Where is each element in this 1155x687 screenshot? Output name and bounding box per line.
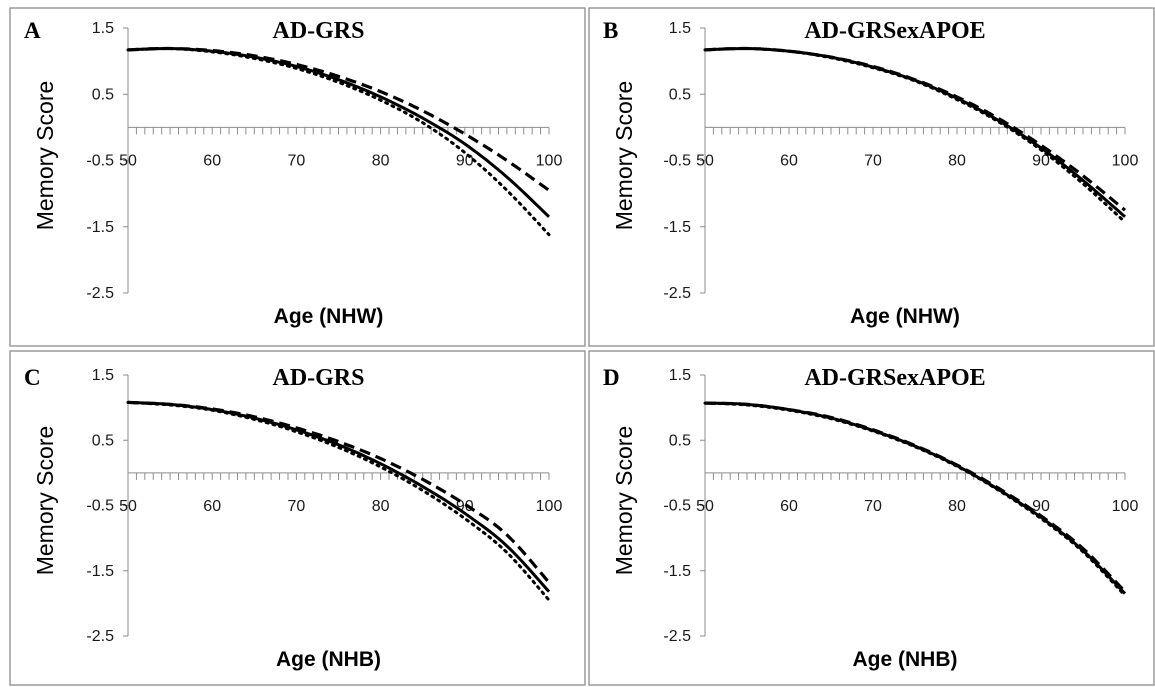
series-line-dotted <box>126 400 551 602</box>
x-tick-label: 80 <box>948 498 966 515</box>
series-line-dotted <box>126 47 551 237</box>
x-tick-label: 80 <box>372 152 390 169</box>
panel-border <box>9 350 586 686</box>
x-tick-label: 50 <box>696 152 714 169</box>
panel-letter: C <box>24 365 41 390</box>
x-tick-label: 80 <box>948 152 966 169</box>
x-tick-label: 90 <box>1032 152 1050 169</box>
x-tick-label: 100 <box>1112 152 1139 169</box>
panel-title: AD-GRS <box>272 365 364 391</box>
panel-letter: D <box>603 365 620 390</box>
y-tick-label: -1.5 <box>86 563 114 580</box>
chart-panel-d: 1.5 0.5 -0.5 -1.5 -2.5 50 60 70 80 90 100 D AD-GRSex… <box>588 350 1155 686</box>
x-tick-label: 70 <box>288 498 306 515</box>
x-tick-label: 80 <box>372 498 390 515</box>
y-tick-label: -2.5 <box>663 285 691 302</box>
y-axis-label: Memory Score <box>611 81 637 231</box>
chart-panel-a: 1.5 0.5 -0.5 -1.5 -2.5 50 60 70 80 90 100 A AD-GRS Me… <box>9 7 586 347</box>
panel-letter: A <box>24 18 41 43</box>
y-tick-label: 0.5 <box>669 86 691 103</box>
y-tick-label: -0.5 <box>86 153 114 170</box>
x-tick-label: 60 <box>203 498 221 515</box>
x-tick-label: 70 <box>864 152 882 169</box>
x-axis-label: Age (NHW) <box>850 305 960 328</box>
y-tick-label: -0.5 <box>663 498 691 515</box>
x-tick-label: 90 <box>1032 498 1050 515</box>
y-tick-label: -1.5 <box>86 219 114 236</box>
y-axis-label: Memory Score <box>32 81 58 231</box>
y-tick-label: 0.5 <box>669 432 691 449</box>
y-axis-label: Memory Score <box>611 426 637 576</box>
panel-border <box>588 350 1155 686</box>
series-line-dotted <box>703 47 1127 224</box>
y-tick-label: 1.5 <box>669 367 691 384</box>
panel-border <box>588 7 1155 347</box>
y-tick-label: 0.5 <box>92 432 114 449</box>
x-tick-label: 90 <box>456 152 474 169</box>
y-tick-label: -2.5 <box>663 628 691 645</box>
x-tick-label: 60 <box>780 498 798 515</box>
y-tick-label: 1.5 <box>92 20 114 37</box>
x-tick-label: 70 <box>864 498 882 515</box>
x-tick-label: 70 <box>288 152 306 169</box>
x-tick-label: 50 <box>119 152 137 169</box>
y-axis-label: Memory Score <box>32 426 58 576</box>
y-tick-label: -2.5 <box>86 628 114 645</box>
x-axis-label: Age (NHB) <box>853 648 958 671</box>
x-tick-label: 60 <box>203 152 221 169</box>
y-tick-label: 1.5 <box>92 367 114 384</box>
x-axis-label: Age (NHW) <box>274 305 384 328</box>
panel-letter: B <box>603 18 618 43</box>
x-axis-label: Age (NHB) <box>276 648 381 671</box>
panel-title: AD-GRSexAPOE <box>804 18 985 44</box>
y-tick-label: -0.5 <box>86 498 114 515</box>
y-tick-label: 0.5 <box>92 86 114 103</box>
x-tick-label: 100 <box>536 152 563 169</box>
y-tick-label: -1.5 <box>663 563 691 580</box>
chart-panel-b: 1.5 0.5 -0.5 -1.5 -2.5 50 60 70 80 90 100 B AD-GRSex… <box>588 7 1155 347</box>
x-tick-label: 50 <box>696 498 714 515</box>
y-tick-label: -1.5 <box>663 219 691 236</box>
x-tick-label: 100 <box>1112 498 1139 515</box>
y-tick-label: -2.5 <box>86 285 114 302</box>
x-tick-label: 100 <box>536 498 563 515</box>
panel-title: AD-GRSexAPOE <box>804 365 985 391</box>
panel-title: AD-GRS <box>272 18 364 44</box>
x-tick-label: 60 <box>780 152 798 169</box>
series-line-dotted <box>703 401 1127 597</box>
y-tick-label: 1.5 <box>669 20 691 37</box>
y-tick-label: -0.5 <box>663 153 691 170</box>
x-tick-label: 50 <box>119 498 137 515</box>
